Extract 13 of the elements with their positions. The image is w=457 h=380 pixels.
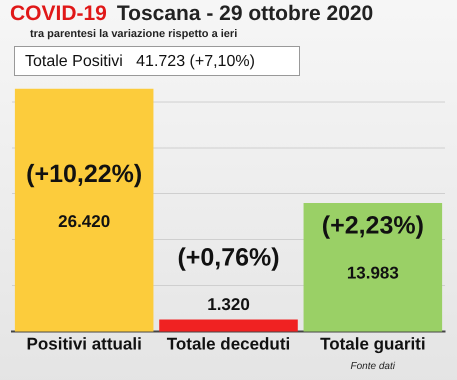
annotation: (+10,22%) bbox=[26, 160, 142, 188]
data-label: 26.420 bbox=[58, 212, 110, 231]
chart-subtitle: tra parentesi la variazione rispetto a ieri bbox=[30, 28, 238, 40]
annotation: (+2,23%) bbox=[322, 212, 424, 240]
source-note: Fonte dati bbox=[350, 361, 395, 372]
data-label: 13.983 bbox=[346, 263, 399, 282]
annotation: (+0,76%) bbox=[177, 243, 280, 272]
data-label: 1.320 bbox=[207, 295, 250, 314]
x-tick-label: Totale deceduti bbox=[166, 334, 290, 354]
chart-title: COVID-19 Toscana - 29 ottobre 2020 bbox=[10, 2, 374, 26]
text: Totale Positivi 41.723 (+7,10%) bbox=[14, 46, 300, 76]
x-tick-label: Totale guariti bbox=[320, 334, 426, 354]
x-tick-label: Positivi attuali bbox=[26, 334, 142, 354]
